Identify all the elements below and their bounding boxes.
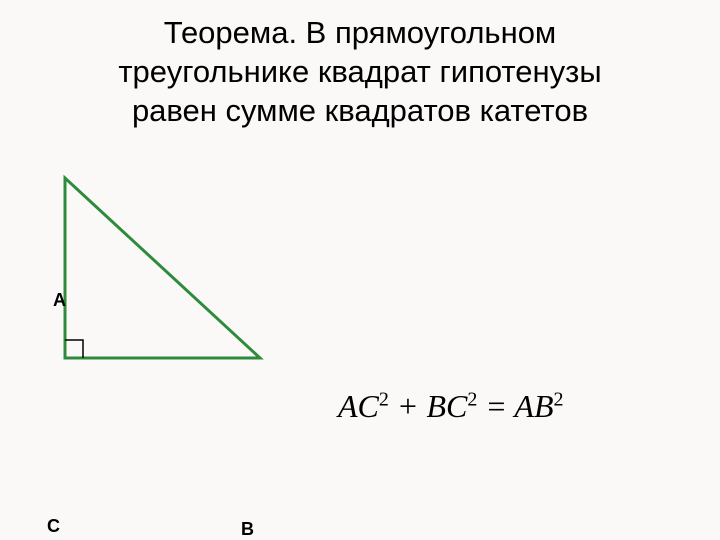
vertex-label-b: B: [241, 519, 254, 540]
formula-sup1: 2: [379, 389, 389, 411]
formula-sup2: 2: [467, 389, 477, 411]
formula-ac: AC: [338, 388, 379, 424]
title-line-1: Теорема. В прямоугольном: [164, 15, 557, 50]
pythagorean-formula: AC2 + BC2 = AB2: [338, 388, 563, 425]
right-angle-marker-icon: [65, 340, 83, 358]
title-line-3: равен сумме квадратов катетов: [132, 93, 588, 128]
triangle-shape: [65, 178, 260, 358]
formula-sup3: 2: [553, 389, 563, 411]
vertex-label-c: C: [47, 516, 60, 537]
content-area: A C B AC2 + BC2 = AB2: [0, 130, 720, 530]
formula-bc: BC: [426, 388, 467, 424]
right-triangle-diagram: [45, 158, 285, 388]
formula-eq: =: [477, 388, 514, 424]
formula-ab: AB: [514, 388, 553, 424]
formula-plus: +: [389, 388, 427, 424]
vertex-label-a: A: [53, 290, 66, 311]
title-line-2: треугольнике квадрат гипотенузы: [118, 54, 601, 89]
theorem-title: Теорема. В прямоугольном треугольнике кв…: [0, 0, 720, 130]
